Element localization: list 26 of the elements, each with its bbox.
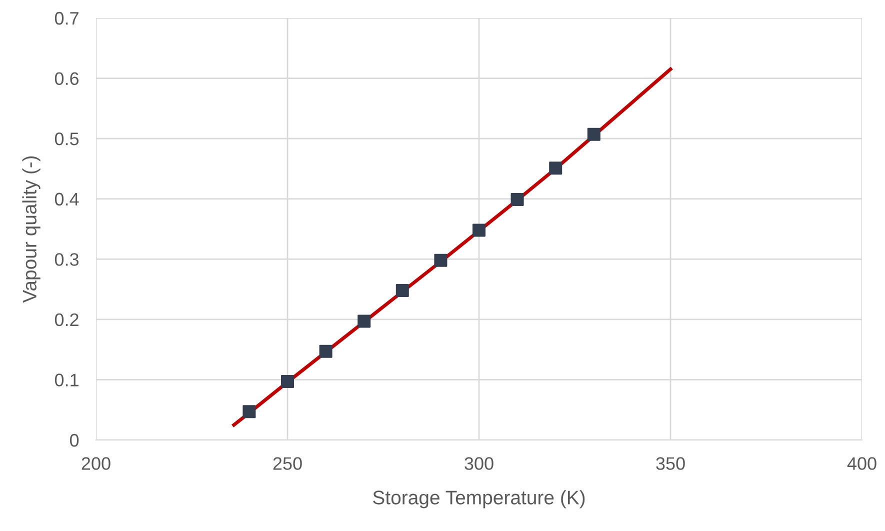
y-tick-label: 0.3 bbox=[54, 253, 79, 266]
point bbox=[280, 375, 294, 388]
point bbox=[319, 344, 332, 358]
point bbox=[396, 284, 409, 297]
y-axis-title: Vapour quality (-) bbox=[22, 156, 40, 303]
point bbox=[549, 162, 562, 175]
point bbox=[472, 224, 486, 237]
point bbox=[434, 254, 448, 267]
line-series bbox=[232, 68, 672, 427]
x-tick-label: 300 bbox=[464, 457, 494, 470]
y-tick-label: 0.7 bbox=[54, 12, 78, 25]
y-tick-label: 0.6 bbox=[54, 72, 79, 86]
x-tick-label: 400 bbox=[847, 457, 876, 470]
point bbox=[358, 314, 371, 328]
y-tick-label: 0.5 bbox=[54, 132, 79, 146]
point bbox=[587, 128, 600, 141]
y-tick-label: 0.4 bbox=[54, 192, 79, 206]
x-tick-label: 200 bbox=[82, 457, 110, 470]
x-tick-label: 250 bbox=[273, 457, 302, 470]
y-tick-label: 0.1 bbox=[54, 374, 78, 386]
x-axis-title: Storage Temperature (K) bbox=[373, 490, 585, 508]
x-tick-label: 350 bbox=[656, 457, 685, 470]
y-tick-label: 0 bbox=[70, 434, 79, 447]
y-tick-label: 0.2 bbox=[54, 313, 78, 326]
point bbox=[510, 192, 524, 206]
point bbox=[242, 405, 256, 418]
